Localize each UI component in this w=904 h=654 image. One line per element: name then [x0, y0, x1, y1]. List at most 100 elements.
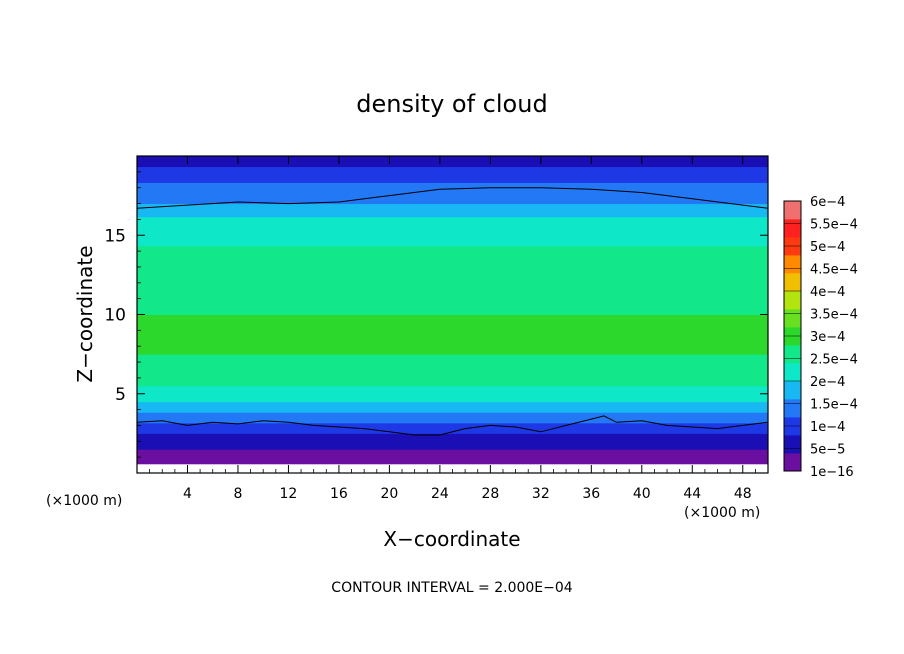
density-band — [137, 205, 768, 210]
density-band — [137, 308, 768, 313]
x-tick-label: 28 — [481, 486, 499, 502]
x-tick-label: 4 — [183, 486, 192, 502]
density-band — [137, 387, 768, 392]
density-band — [137, 377, 768, 382]
colorbar-swatch — [784, 201, 801, 220]
density-band — [137, 438, 768, 442]
density-band — [137, 461, 768, 466]
colorbar-swatch — [784, 309, 801, 328]
density-band — [137, 443, 768, 448]
density-band — [137, 208, 768, 212]
density-band — [137, 356, 768, 360]
density-band — [137, 247, 768, 252]
density-band — [137, 200, 768, 205]
density-band — [137, 277, 768, 281]
density-band — [137, 348, 768, 352]
density-band — [137, 358, 768, 363]
density-band — [137, 382, 768, 387]
density-band — [137, 332, 768, 337]
density-band — [137, 287, 768, 292]
colorbar-swatch — [784, 345, 801, 364]
density-band — [137, 435, 768, 440]
density-band — [137, 364, 768, 368]
no-data-strip — [137, 464, 768, 473]
contour-line — [137, 187, 768, 209]
colorbar-swatch — [784, 381, 801, 400]
density-band — [137, 393, 768, 397]
density-band — [137, 300, 768, 305]
density-band — [137, 454, 768, 458]
density-band — [137, 242, 768, 247]
colorbar-label: 2.5e−4 — [810, 353, 858, 368]
density-band — [137, 290, 768, 294]
density-band — [137, 213, 768, 218]
density-band — [137, 446, 768, 450]
density-band — [137, 234, 768, 239]
density-band — [137, 221, 768, 226]
density-band — [137, 380, 768, 384]
x-tick-label: 8 — [233, 486, 242, 502]
density-band — [137, 366, 768, 371]
colorbar-swatch — [784, 399, 801, 418]
density-band — [137, 184, 768, 189]
density-band — [137, 292, 768, 297]
density-band — [137, 414, 768, 419]
colorbar-swatch — [784, 435, 801, 454]
density-band — [137, 269, 768, 273]
density-band — [137, 409, 768, 413]
density-band — [137, 156, 768, 160]
x-tick-label: 44 — [683, 486, 701, 502]
density-band — [137, 303, 768, 308]
x-axis-ticks: 4 8 12 16 20 24 28 32 36 40 44 48 — [149, 156, 756, 502]
density-band — [137, 271, 768, 276]
density-band — [137, 203, 768, 207]
colorbar-swatch — [784, 363, 801, 382]
colorbar-label: 3.5e−4 — [810, 308, 858, 323]
y-tick-label: 5 — [115, 385, 126, 405]
density-band — [137, 189, 768, 194]
density-band — [137, 295, 768, 300]
density-band — [137, 424, 768, 429]
colorbar-label: 1.5e−4 — [810, 398, 858, 413]
colorbar-swatch — [784, 273, 801, 292]
density-band — [137, 411, 768, 416]
density-band — [137, 419, 768, 424]
x-tick-label: 12 — [280, 486, 298, 502]
density-band — [137, 311, 768, 315]
x-tick-label: 16 — [330, 486, 348, 502]
density-band — [137, 250, 768, 255]
density-band — [137, 237, 768, 242]
density-band — [137, 160, 768, 165]
y-unit-label: (×1000 m) — [46, 493, 122, 509]
colorbar-label: 2e−4 — [810, 375, 845, 390]
density-band — [137, 406, 768, 411]
density-band — [137, 218, 768, 223]
contour-line — [137, 415, 768, 436]
x-tick-label: 36 — [582, 486, 600, 502]
colorbar-label: 3e−4 — [810, 330, 845, 345]
density-band — [137, 385, 768, 389]
density-band — [137, 158, 768, 162]
density-band — [137, 422, 768, 426]
density-band — [137, 448, 768, 453]
colorbar-swatch — [784, 255, 801, 274]
colorbar-swatch — [784, 291, 801, 310]
density-band — [137, 282, 768, 286]
density-band — [137, 306, 768, 310]
density-band — [137, 168, 768, 173]
density-band — [137, 321, 768, 326]
density-band — [137, 166, 768, 170]
density-band — [137, 395, 768, 400]
density-band — [137, 316, 768, 321]
density-band — [137, 232, 768, 236]
colorbar-label: 6e−4 — [810, 195, 845, 210]
density-band — [137, 274, 768, 279]
density-band — [137, 171, 768, 175]
density-band — [137, 261, 768, 265]
density-band — [137, 279, 768, 284]
density-band — [137, 327, 768, 331]
x-tick-label: 24 — [431, 486, 449, 502]
density-band — [137, 298, 768, 302]
colorbar-label: 5e−5 — [810, 443, 845, 458]
colorbar-label: 4e−4 — [810, 285, 845, 300]
